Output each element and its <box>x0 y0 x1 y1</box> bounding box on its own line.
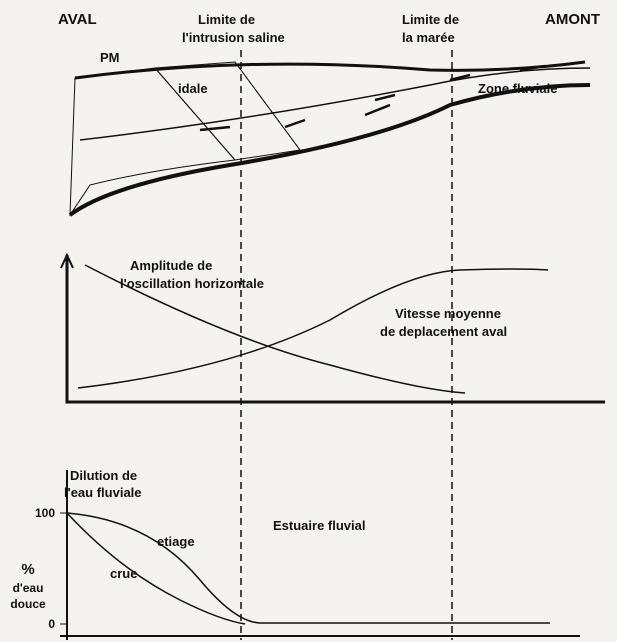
pm-label: PM <box>100 50 120 65</box>
tick-0: 0 <box>48 617 55 631</box>
crue-label: crue <box>110 566 137 581</box>
limit-saline-1: Limite de <box>198 12 255 27</box>
unit-2: d'eau <box>13 581 44 595</box>
limit-maree-1: Limite de <box>402 12 459 27</box>
low-tide-line <box>80 68 590 140</box>
tick-100: 100 <box>35 506 55 520</box>
etiage-label: etiage <box>157 534 195 549</box>
crue-curve <box>67 513 245 624</box>
unit-percent: % <box>21 561 34 578</box>
amplitude-2: l'oscillation horizontale <box>120 276 264 291</box>
dilution-1: Dilution de <box>70 468 137 483</box>
saline-zone <box>70 68 235 215</box>
fluvial-label: Zone fluviale <box>478 81 557 96</box>
dilution-2: l'eau fluviale <box>64 485 142 500</box>
mixing-zone <box>155 62 300 160</box>
diagram: AVAL AMONT Limite de l'intrusion saline … <box>0 0 617 642</box>
tidal-label: idale <box>178 81 208 96</box>
velocity-1: Vitesse moyenne <box>395 306 501 321</box>
amplitude-1: Amplitude de <box>130 258 212 273</box>
estuaire-label: Estuaire fluvial <box>273 518 365 533</box>
velocity-2: de deplacement aval <box>380 324 507 339</box>
flow-arrows <box>200 66 545 130</box>
amont-label: AMONT <box>545 11 600 28</box>
limit-maree-2: la marée <box>402 30 455 45</box>
river-bed <box>70 85 590 215</box>
aval-label: AVAL <box>58 11 97 28</box>
limit-saline-2: l'intrusion saline <box>182 30 285 45</box>
high-tide-line <box>75 62 585 78</box>
unit-3: douce <box>10 597 46 611</box>
